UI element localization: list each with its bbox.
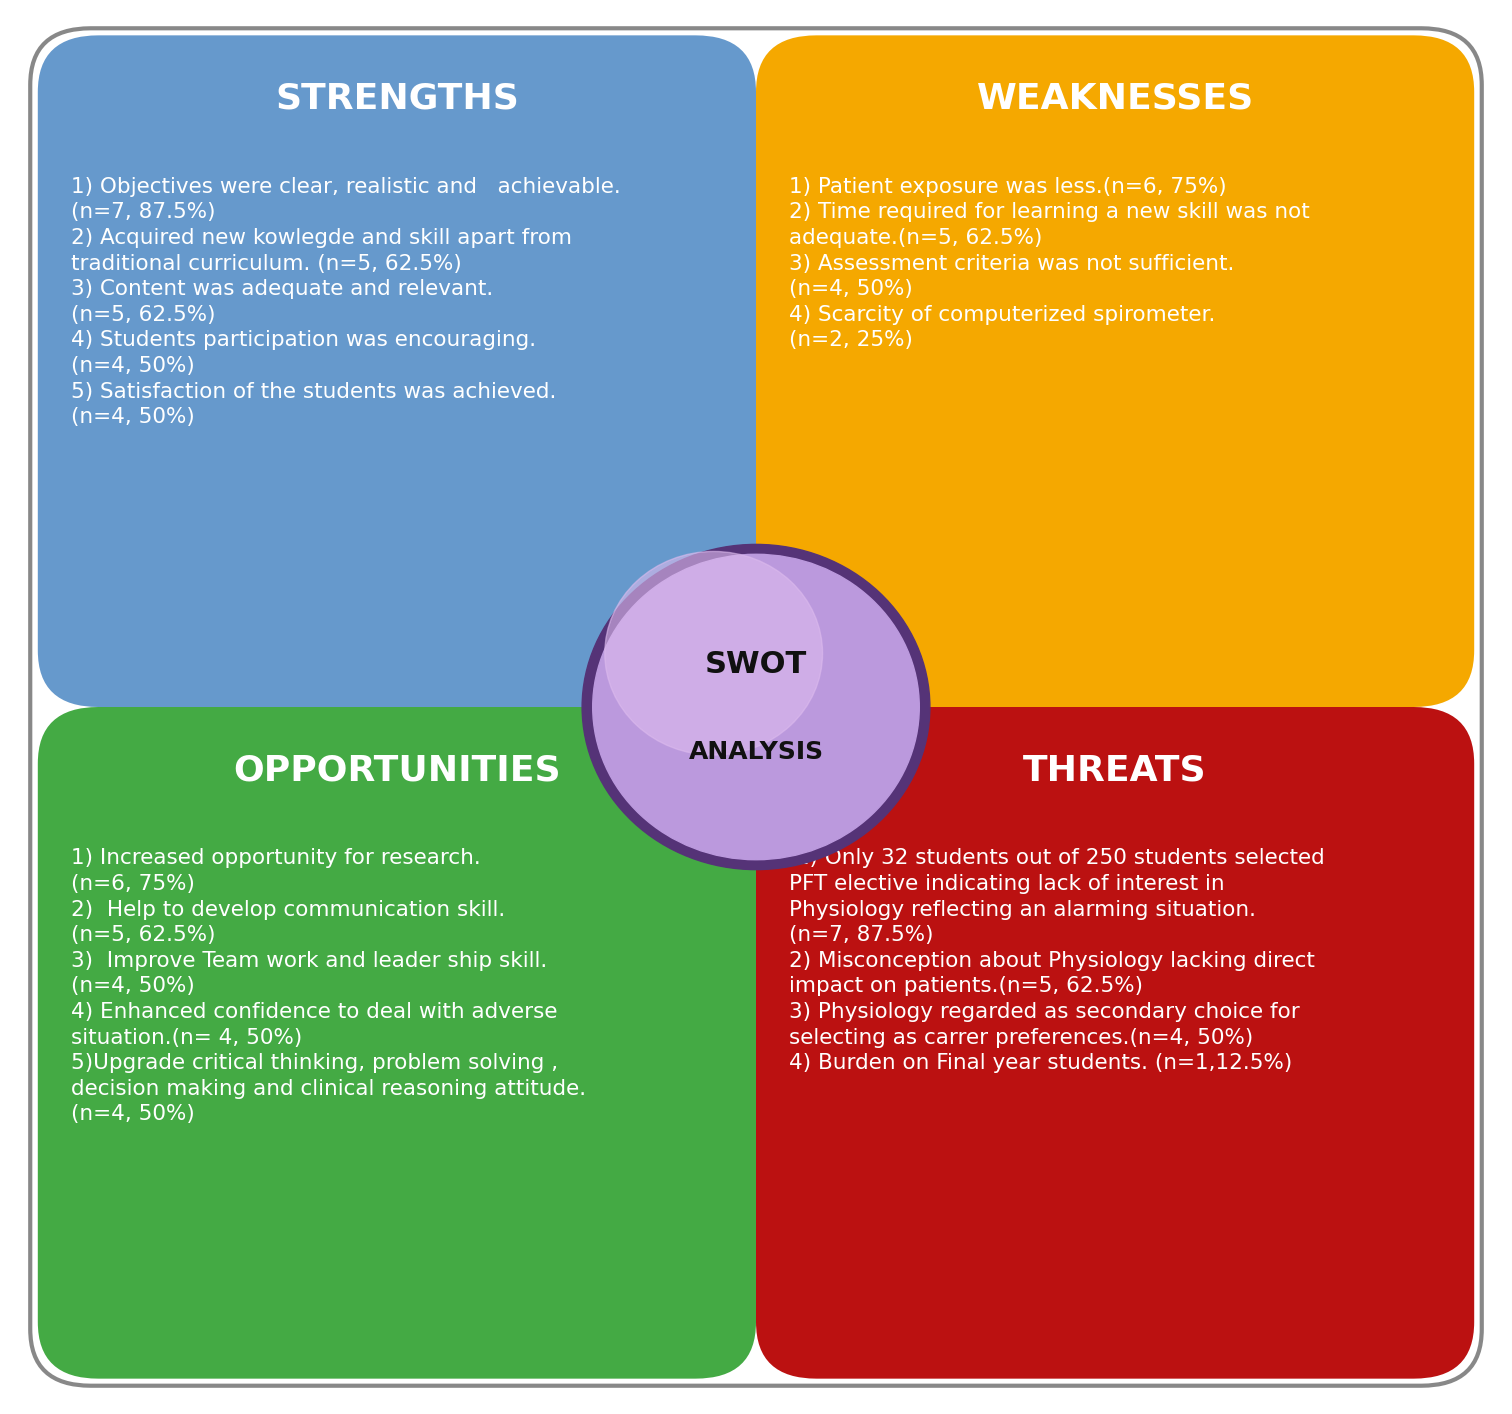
Text: 1) Patient exposure was less.(n=6, 75%)
2) Time required for learning a new skil: 1) Patient exposure was less.(n=6, 75%) …	[789, 177, 1309, 351]
FancyBboxPatch shape	[30, 28, 1482, 1386]
FancyBboxPatch shape	[756, 707, 1474, 1379]
Circle shape	[582, 544, 930, 870]
Text: 1) Increased opportunity for research.
(n=6, 75%)
2)  Help to develop communicat: 1) Increased opportunity for research. (…	[71, 848, 587, 1124]
Text: WEAKNESSES: WEAKNESSES	[977, 82, 1253, 116]
Text: SWOT: SWOT	[705, 650, 807, 679]
Text: STRENGTHS: STRENGTHS	[275, 82, 519, 116]
Text: 1) Only 32 students out of 250 students selected
PFT elective indicating lack of: 1) Only 32 students out of 250 students …	[789, 848, 1325, 1073]
Circle shape	[605, 551, 823, 755]
FancyBboxPatch shape	[38, 35, 756, 707]
Text: 1) Objectives were clear, realistic and   achievable.
(n=7, 87.5%)
2) Acquired n: 1) Objectives were clear, realistic and …	[71, 177, 621, 427]
Circle shape	[593, 554, 919, 860]
Text: THREATS: THREATS	[1024, 754, 1207, 788]
FancyBboxPatch shape	[38, 707, 756, 1379]
Text: OPPORTUNITIES: OPPORTUNITIES	[233, 754, 561, 788]
Text: ANALYSIS: ANALYSIS	[688, 741, 824, 764]
FancyBboxPatch shape	[756, 35, 1474, 707]
